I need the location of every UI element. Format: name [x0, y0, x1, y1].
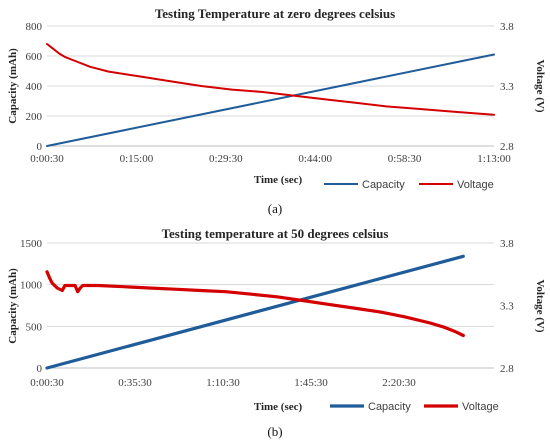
chart-a-y2-ticks: 2.8 3.3 3.8	[500, 21, 514, 153]
chart-a-xlabel: Time (sec)	[254, 174, 303, 186]
legend-label-capacity: Capacity	[368, 401, 411, 413]
series-line-capacity	[46, 53, 495, 147]
x-tick-label: 1:45:30	[294, 377, 328, 389]
y2-tick-label: 3.8	[500, 21, 514, 33]
y-tick-label: 800	[26, 21, 43, 33]
x-tick-label: 0:15:00	[120, 153, 154, 165]
chart-a-panel-label: (a)	[268, 201, 282, 216]
legend-label-voltage: Voltage	[462, 401, 499, 413]
chart-b-x-ticks: 0:00:30 0:35:30 1:10:30 1:45:30 2:20:30	[30, 377, 416, 389]
chart-a: Testing Temperature at zero degrees cels…	[7, 6, 546, 216]
chart-a-legend: Capacity Voltage	[324, 179, 494, 191]
chart-a-panel-letter: a	[272, 201, 278, 216]
chart-a-title: Testing Temperature at zero degrees cels…	[155, 6, 395, 21]
x-tick-label: 1:10:30	[206, 377, 240, 389]
y-tick-label: 1500	[20, 238, 43, 250]
y2-tick-label: 3.8	[500, 238, 514, 250]
chart-a-y-ticks: 0 200 400 600 800	[26, 21, 43, 153]
y2-tick-label: 2.8	[500, 363, 514, 375]
y-tick-label: 200	[26, 111, 43, 123]
x-tick-label: 1:13:00	[477, 153, 511, 165]
chart-a-x-ticks: 0:00:30 0:15:00 0:29:30 0:44:00 0:58:30 1:13:…	[30, 153, 511, 165]
y-tick-label: 400	[26, 81, 43, 93]
x-tick-label: 2:20:30	[382, 377, 416, 389]
chart-b-ylabel: Capacity (mAh)	[7, 268, 19, 344]
legend-label-capacity: Capacity	[362, 179, 405, 191]
chart-b-xlabel: Time (sec)	[254, 401, 303, 413]
chart-b-title: Testing temperature at 50 degrees celsiu…	[162, 226, 389, 241]
chart-b-y2label: Voltage (V)	[534, 279, 546, 332]
y-tick-label: 0	[37, 141, 43, 153]
chart-b-y2-ticks: 2.8 3.3 3.8	[500, 238, 514, 375]
y2-tick-label: 3.3	[500, 81, 514, 93]
chart-a-y2label: Voltage (V)	[534, 59, 546, 112]
x-tick-label: 0:00:30	[30, 377, 64, 389]
chart-b-legend: Capacity Voltage	[330, 401, 499, 413]
chart-b-panel-label: (b)	[267, 424, 282, 439]
x-tick-label: 0:29:30	[209, 153, 243, 165]
y-tick-label: 500	[26, 321, 43, 333]
y-tick-label: 1000	[20, 280, 43, 292]
chart-a-gridlines	[47, 25, 494, 147]
chart-a-ylabel: Capacity (mAh)	[7, 48, 19, 124]
chart-b-gridlines	[47, 242, 494, 369]
chart-b: Testing temperature at 50 degrees celsiu…	[7, 226, 546, 439]
x-tick-label: 0:44:00	[298, 153, 332, 165]
y-tick-label: 600	[26, 51, 43, 63]
chart-b-panel-letter: b	[272, 424, 279, 439]
y2-tick-label: 3.3	[500, 301, 514, 313]
y2-tick-label: 2.8	[500, 141, 514, 153]
series-line-capacity	[45, 254, 465, 370]
chart-b-y-ticks: 0 500 1000 1500	[20, 238, 43, 375]
y-tick-label: 0	[37, 363, 43, 375]
series-line-voltage	[46, 43, 495, 116]
legend-label-voltage: Voltage	[457, 179, 494, 191]
chart-b-series	[45, 254, 465, 370]
x-tick-label: 0:35:30	[118, 377, 152, 389]
series-line-voltage	[45, 270, 465, 338]
x-tick-label: 0:00:30	[30, 153, 64, 165]
x-tick-label: 0:58:30	[388, 153, 422, 165]
chart-a-series	[46, 43, 495, 147]
